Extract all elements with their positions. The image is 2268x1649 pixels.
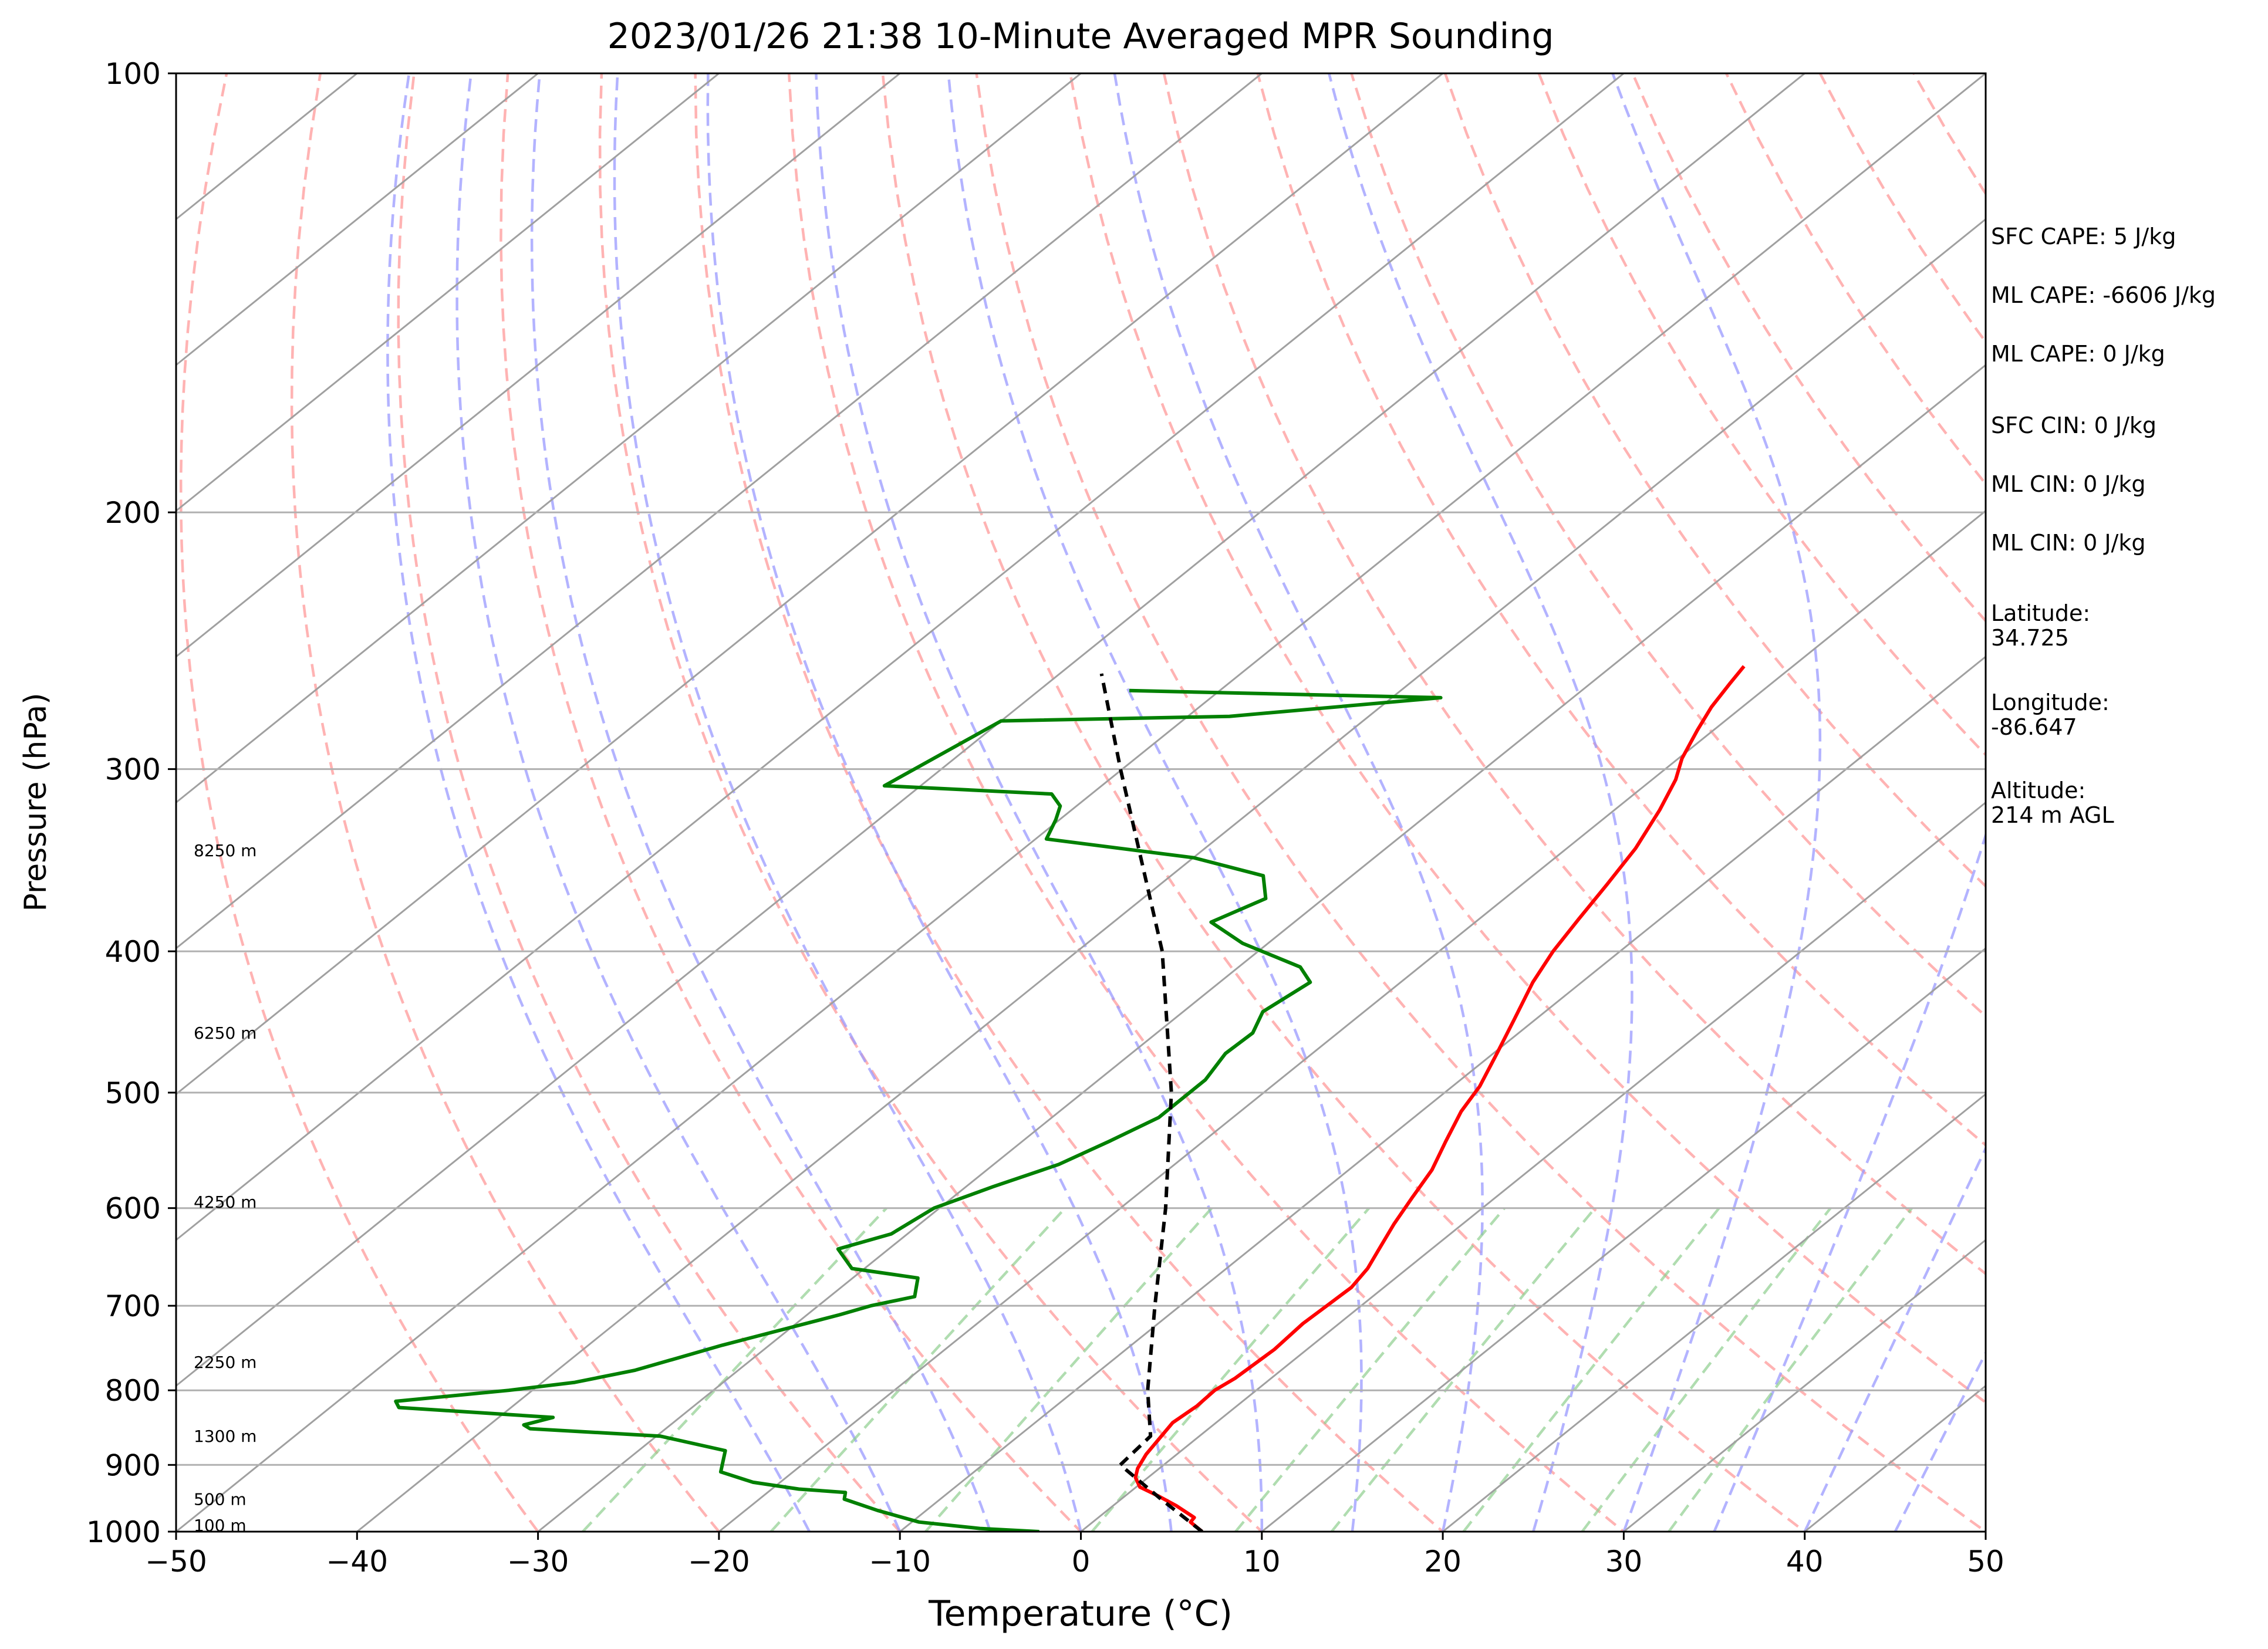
isotherm xyxy=(176,73,1444,1096)
mixing-ratio-line xyxy=(1462,1207,1720,1532)
height-label: 8250 m xyxy=(194,841,256,860)
y-axis: 100 200 300 400 500 600 700 800 900 1000 xyxy=(86,57,176,1549)
ml-cin-text: ML CIN: 0 J/kg xyxy=(1991,471,2146,497)
isotherm xyxy=(176,73,1082,804)
isotherm xyxy=(176,73,901,658)
isotherm xyxy=(899,655,1986,1532)
chart-title: 2023/01/26 21:38 10-Minute Averaged MPR … xyxy=(608,16,1554,57)
isotherm xyxy=(537,364,1986,1532)
x-tick-label: 40 xyxy=(1786,1545,1824,1579)
dry-adiabat xyxy=(694,73,1445,1532)
y-tick-label: 800 xyxy=(105,1374,161,1408)
longitude-label: Longitude: xyxy=(1991,690,2110,715)
isotherm xyxy=(176,73,358,221)
sfc-cin-text: SFC CIN: 0 J/kg xyxy=(1991,413,2157,438)
dewpoint-line xyxy=(394,688,1443,1532)
moist-adiabat xyxy=(530,73,992,1532)
isotherm xyxy=(176,73,539,366)
altitude-label: Altitude: xyxy=(1991,778,2086,803)
x-tick-label: 0 xyxy=(1072,1545,1091,1579)
moist-adiabat xyxy=(706,73,1173,1532)
dry-adiabat xyxy=(500,73,1083,1532)
y-tick-label: 100 xyxy=(105,57,161,91)
temperature-line xyxy=(1133,665,1746,1532)
y-tick-label: 500 xyxy=(105,1076,161,1110)
altitude-value: 214 m AGL xyxy=(1991,802,2114,828)
isotherm xyxy=(718,509,1986,1532)
dry-adiabat xyxy=(598,73,1264,1532)
x-axis: −50 −40 −30 −20 −10 0 10 20 30 40 50 xyxy=(145,1532,2004,1579)
moist-adiabat xyxy=(1713,73,1986,1532)
isotherm xyxy=(176,73,1263,949)
moist-adiabat xyxy=(947,73,1363,1532)
moist-adiabat xyxy=(815,73,1264,1532)
x-tick-label: 10 xyxy=(1243,1545,1281,1579)
ml-cape-text-2: ML CAPE: 0 J/kg xyxy=(1991,341,2165,367)
y-axis-label: Pressure (hPa) xyxy=(18,693,53,912)
dry-adiabat xyxy=(1350,73,1986,1018)
x-tick-label: 30 xyxy=(1605,1545,1643,1579)
moist-adiabat xyxy=(1113,73,1484,1532)
dry-adiabat xyxy=(1069,73,1986,1404)
x-tick-label: −30 xyxy=(507,1545,569,1579)
mixing-ratio-line xyxy=(1581,1207,1832,1532)
dry-adiabat xyxy=(1443,73,1986,888)
mixing-ratio-line xyxy=(1091,1207,1371,1532)
y-tick-label: 900 xyxy=(105,1448,161,1482)
x-axis-label: Temperature (°C) xyxy=(928,1593,1233,1634)
dry-adiabat xyxy=(881,73,1807,1532)
isotherm xyxy=(176,73,720,512)
moist-adiabat xyxy=(455,73,902,1532)
isotherm xyxy=(1080,801,1986,1532)
mixing-ratio-line xyxy=(582,1207,887,1532)
latitude-label: Latitude: xyxy=(1991,600,2091,626)
y-tick-label: 1000 xyxy=(86,1515,161,1549)
height-label: 4250 m xyxy=(194,1192,256,1212)
y-tick-label: 200 xyxy=(105,496,161,530)
moist-adiabat xyxy=(613,73,1082,1532)
dry-adiabat xyxy=(397,73,902,1532)
height-label: 2250 m xyxy=(194,1353,256,1372)
y-tick-label: 400 xyxy=(105,935,161,969)
moist-adiabat xyxy=(1611,73,1822,1532)
dry-adiabat xyxy=(787,73,1626,1532)
dry-adiabat xyxy=(290,73,721,1532)
dry-adiabat xyxy=(975,73,1986,1532)
parcel-line xyxy=(1099,673,1203,1532)
isotherm xyxy=(176,73,1805,1387)
y-tick-label: 300 xyxy=(105,753,161,787)
mixing-ratio-line xyxy=(770,1207,1066,1532)
latitude-value: 34.725 xyxy=(1991,625,2069,651)
ml-cin-text-2: ML CIN: 0 J/kg xyxy=(1991,530,2146,556)
background-lines xyxy=(176,73,1986,1532)
ml-cape-text: ML CAPE: -6606 J/kg xyxy=(1991,282,2216,308)
x-tick-label: −20 xyxy=(688,1545,750,1579)
y-tick-label: 700 xyxy=(105,1289,161,1323)
y-tick-label: 600 xyxy=(105,1192,161,1226)
isotherm xyxy=(176,73,1986,1532)
x-tick-label: −40 xyxy=(326,1545,389,1579)
longitude-value: -86.647 xyxy=(1991,714,2077,740)
isotherm xyxy=(1623,1239,1986,1532)
dry-adiabat xyxy=(1162,73,1986,1276)
moist-adiabat xyxy=(1328,73,1634,1532)
isotherm xyxy=(1442,1093,1986,1532)
x-tick-label: −10 xyxy=(869,1545,931,1579)
isotherm xyxy=(176,73,1625,1241)
isotherm xyxy=(1261,947,1986,1532)
height-label: 500 m xyxy=(194,1490,247,1509)
height-label: 1300 m xyxy=(194,1427,256,1446)
isotherm xyxy=(356,218,1986,1532)
x-tick-label: 20 xyxy=(1424,1545,1462,1579)
dry-adiabat xyxy=(179,73,540,1532)
height-label: 6250 m xyxy=(194,1023,256,1043)
series-layer xyxy=(394,665,1746,1532)
moist-adiabat xyxy=(386,73,811,1532)
x-tick-label: −50 xyxy=(145,1545,207,1579)
mixing-ratio-line xyxy=(1668,1207,1913,1532)
sfc-cape-text: SFC CAPE: 5 J/kg xyxy=(1991,224,2176,249)
x-tick-label: 50 xyxy=(1967,1545,2004,1579)
